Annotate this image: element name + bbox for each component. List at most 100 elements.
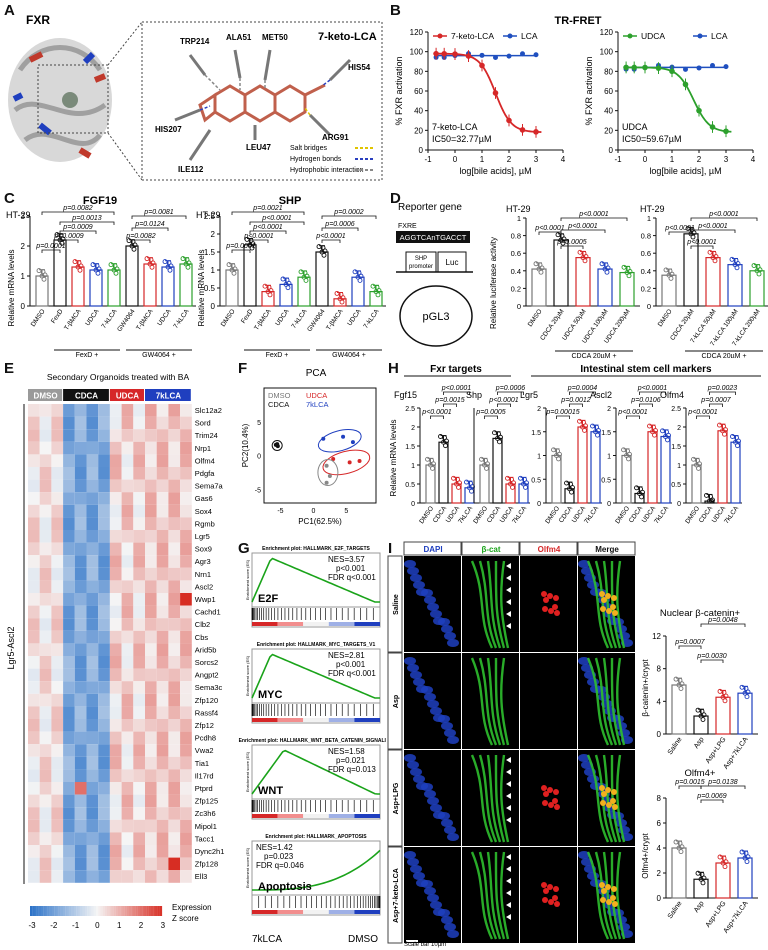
heatmap-cell — [86, 618, 99, 631]
scale-step — [91, 906, 94, 916]
data-point — [679, 681, 685, 687]
y-tick-label: 2.5 — [405, 406, 415, 413]
p-value-label: p=0.0069 — [696, 793, 726, 800]
x-tick-label: 4 — [751, 155, 756, 164]
bcat-membrane — [500, 851, 510, 940]
y-tick-label: 4 — [657, 844, 662, 853]
nucleus — [618, 826, 630, 834]
gsea-p: p=0.023 — [264, 852, 294, 861]
data-point — [556, 456, 561, 462]
y-tick-label: 0.5 — [405, 482, 415, 489]
heatmap-cell — [51, 605, 64, 619]
bar — [143, 263, 157, 307]
bcat-membrane — [602, 560, 618, 649]
heatmap-cell — [133, 593, 145, 606]
heatmap-cell — [39, 618, 52, 631]
heatmap-cell — [180, 681, 192, 694]
nucleus — [416, 782, 428, 790]
heatmap-cell — [109, 819, 122, 833]
heatmap-cell — [74, 630, 87, 644]
heatmap-cell — [168, 567, 181, 581]
p-value-label: p=0.0013 — [71, 215, 101, 222]
legend-label: 7-keto-LCA — [451, 31, 494, 41]
heatmap-cell — [51, 656, 64, 669]
data-point — [352, 269, 358, 275]
trfret-title: TR-FRET — [554, 15, 601, 27]
row-group-label: Lgr5-Ascl2 — [6, 626, 16, 669]
gsea-plot-title: Enrichment plot: HALLMARK_E2F_TARGETS — [262, 546, 370, 552]
gsea-plots: Enrichment plot: HALLMARK_E2F_TARGETS Enr… — [239, 546, 386, 916]
olfm4-signal — [605, 884, 611, 890]
category-label: 7-kLCA — [172, 308, 191, 330]
p-value-label: p=0.0006 — [324, 221, 354, 228]
y-tick-label: 0 — [419, 146, 424, 155]
heatmap-cell — [109, 530, 122, 543]
interaction-legend: Salt bridges Hydrogen bonds Hydrophobic … — [290, 145, 375, 174]
bar — [369, 290, 383, 307]
data-point — [700, 717, 706, 723]
scale-step — [78, 906, 81, 916]
heatmap-cell — [168, 719, 181, 732]
heatmap-cell — [156, 744, 169, 757]
nucleus — [413, 872, 425, 880]
heatmap-cell — [28, 580, 40, 593]
7klca-point — [321, 436, 326, 441]
heatmap-cell — [168, 504, 181, 518]
gsea-rank-bar — [277, 910, 304, 914]
heatmap-cell — [74, 769, 87, 782]
bcat-membrane — [616, 657, 626, 746]
p-value-label: p=0.0002 — [333, 209, 363, 216]
heatmap-cell — [109, 504, 122, 518]
row-label: Asp+LPG — [393, 782, 400, 814]
scale-step — [58, 906, 61, 916]
olfm4-signal — [547, 787, 553, 793]
scale-step — [89, 906, 92, 916]
nucleus — [416, 685, 428, 693]
data-point — [624, 453, 629, 458]
gene-label: Zfp125 — [195, 797, 218, 806]
data-point — [230, 263, 236, 269]
data-point — [467, 485, 472, 491]
heatmap-cell — [168, 618, 181, 631]
heatmap-group-bar: DMSO CDCA UDCA 7kLCA — [28, 389, 191, 401]
data-point — [166, 260, 172, 266]
p-value-label: p<0.0001 — [315, 233, 345, 240]
svg-text:Hydrophobic interaction: Hydrophobic interaction — [290, 167, 364, 174]
bar — [351, 276, 365, 307]
c-ylabel-left: Relative mRNA levels — [7, 250, 16, 327]
heatmap-cell — [121, 479, 134, 493]
data-point — [454, 481, 459, 487]
heatmap-cell — [133, 706, 145, 719]
heatmap-cell — [98, 693, 110, 707]
gene-title: Ascl2 — [590, 390, 612, 400]
gene-label: Zfp128 — [195, 860, 218, 869]
nucleus — [444, 826, 456, 834]
p-value-label: p<0.0001 — [488, 397, 518, 404]
heatmap-cell — [86, 807, 99, 820]
significance-bracket — [560, 217, 628, 221]
data-point — [524, 480, 529, 486]
y-tick-label: 0.5 — [531, 477, 541, 484]
gene-label: Ell3 — [195, 872, 208, 881]
gsea-es-curve — [251, 749, 380, 795]
p-value-label: p=0.0001 — [35, 243, 65, 250]
heatmap-cell — [121, 643, 134, 656]
data-point — [521, 481, 526, 487]
heatmap-cell — [109, 681, 122, 694]
heatmap-cell — [133, 416, 145, 430]
nucleus — [444, 923, 456, 931]
data-point — [720, 860, 726, 866]
heatmap-cell — [145, 530, 157, 543]
p-value-label: p<0.0001 — [243, 233, 273, 240]
gsea-rank-bar — [252, 622, 278, 626]
fxr-label: FXR — [26, 13, 50, 27]
heatmap-cell — [168, 769, 181, 782]
heatmap-cell — [145, 504, 157, 518]
data-point — [699, 872, 705, 877]
heatmap-cell — [133, 429, 145, 442]
bar — [297, 276, 311, 307]
y-tick-label: 1.5 — [671, 444, 681, 451]
data-point — [710, 255, 716, 261]
pca-title: PCA — [306, 368, 327, 379]
